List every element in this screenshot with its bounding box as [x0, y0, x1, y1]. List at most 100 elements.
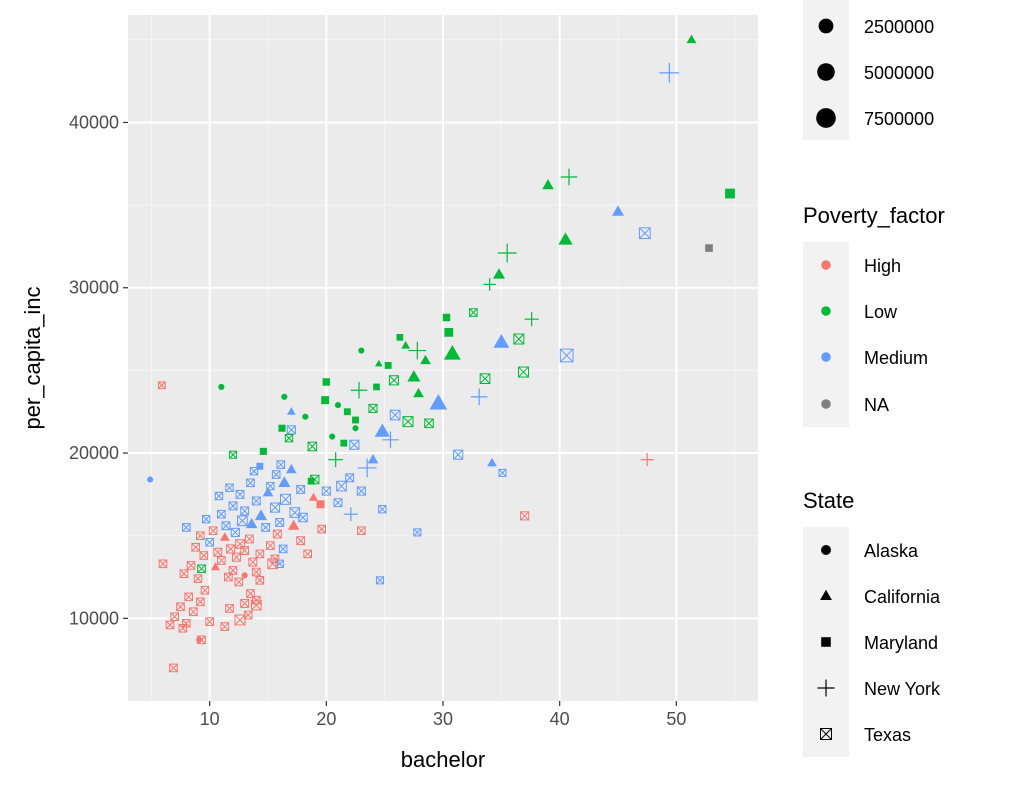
data-point — [182, 523, 191, 532]
data-point — [196, 597, 205, 607]
x-tick-label: 20 — [316, 709, 336, 729]
data-point — [612, 205, 624, 216]
data-point — [254, 509, 268, 521]
data-point — [638, 227, 651, 240]
data-point — [241, 572, 248, 579]
data-point — [368, 403, 378, 413]
data-point — [340, 439, 348, 447]
data-point — [158, 559, 168, 569]
data-point — [357, 526, 366, 536]
size-legend-key — [818, 18, 834, 34]
data-point — [334, 402, 342, 409]
size-legend-key — [816, 108, 836, 128]
data-point — [281, 393, 288, 400]
data-point — [303, 549, 312, 559]
data-point — [240, 506, 250, 516]
shape-legend-label: Alaska — [864, 541, 919, 561]
data-point — [214, 491, 224, 501]
data-point — [226, 544, 236, 554]
data-point — [349, 439, 360, 450]
data-point — [429, 394, 448, 410]
data-point — [302, 413, 309, 420]
data-point — [375, 359, 383, 367]
color-legend-key — [821, 306, 831, 316]
data-point — [321, 486, 331, 496]
data-point — [236, 515, 248, 527]
shape-legend-key — [821, 637, 831, 647]
shape-legend-label: New York — [864, 679, 941, 699]
data-point — [378, 505, 387, 514]
x-tick-label: 30 — [433, 709, 453, 729]
data-point — [252, 567, 261, 577]
data-point — [352, 425, 359, 432]
data-point — [200, 585, 210, 595]
size-legend-label: 2500000 — [864, 17, 934, 37]
shape-legend-label: Texas — [864, 725, 911, 745]
data-point — [248, 557, 258, 567]
data-point — [470, 388, 488, 406]
color-legend: Poverty_factor High Low Medium NA — [803, 203, 945, 427]
data-point — [443, 345, 461, 360]
data-point — [240, 546, 250, 556]
data-point — [178, 623, 188, 633]
data-point — [659, 63, 680, 83]
data-point — [231, 552, 242, 562]
x-tick-label: 50 — [666, 709, 686, 729]
data-point — [228, 450, 238, 459]
data-point — [266, 541, 275, 550]
data-point — [224, 572, 233, 582]
data-point — [276, 460, 286, 469]
data-point — [205, 537, 214, 547]
shape-legend: State Alaska California Maryland New York Tex… — [803, 488, 941, 757]
data-point — [244, 534, 254, 544]
y-tick-label: 20000 — [69, 443, 119, 463]
data-point — [388, 375, 400, 386]
data-point — [296, 484, 306, 494]
data-point — [296, 536, 306, 546]
shape-legend-key — [820, 728, 832, 740]
shape-legend-key — [817, 679, 835, 697]
data-point — [186, 561, 196, 570]
data-point — [234, 614, 246, 626]
data-point — [255, 576, 265, 585]
color-legend-title: Poverty_factor — [803, 203, 945, 228]
data-point — [321, 396, 330, 405]
color-legend-key — [821, 399, 831, 409]
data-point — [317, 524, 326, 534]
data-point — [487, 457, 497, 467]
data-point — [402, 416, 414, 428]
data-point — [286, 407, 296, 415]
data-point — [285, 463, 297, 474]
data-point — [176, 602, 185, 612]
data-point — [250, 599, 262, 611]
size-legend-label: 7500000 — [864, 109, 934, 129]
data-point — [278, 476, 291, 488]
y-tick-label: 30000 — [69, 278, 119, 298]
data-point — [401, 341, 411, 349]
data-point — [193, 574, 203, 583]
data-point — [147, 476, 154, 483]
y-tick-label: 40000 — [69, 112, 119, 132]
data-point — [352, 416, 359, 424]
data-point — [259, 447, 267, 455]
data-point — [191, 542, 200, 552]
data-point — [196, 531, 205, 541]
data-point — [307, 441, 318, 452]
data-point — [218, 383, 225, 391]
data-point — [497, 243, 517, 263]
color-legend-label: High — [864, 256, 901, 276]
data-point — [524, 312, 539, 327]
data-point — [375, 576, 385, 585]
data-point — [413, 528, 422, 537]
shape-legend-label: Maryland — [864, 633, 938, 653]
grid-lines — [128, 15, 758, 702]
data-point — [336, 480, 347, 492]
data-point — [249, 467, 259, 476]
data-point — [357, 458, 377, 478]
data-point — [269, 502, 281, 513]
data-point — [230, 527, 240, 537]
color-legend-key — [821, 260, 831, 270]
data-point — [640, 453, 654, 467]
color-legend-label: Low — [864, 302, 898, 322]
